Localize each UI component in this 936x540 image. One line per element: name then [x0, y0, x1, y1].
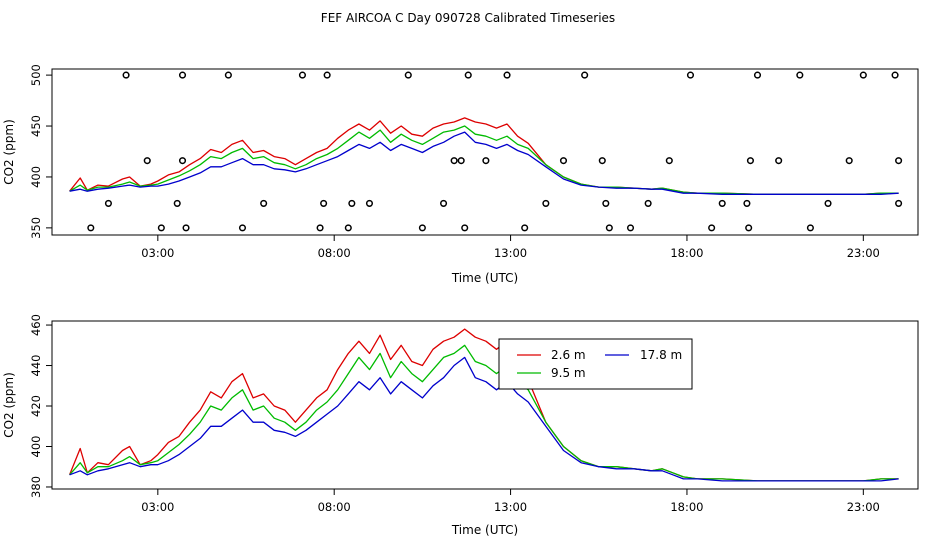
- calibration-point: [598, 157, 606, 165]
- x-tick-label-top: 23:00: [847, 246, 880, 260]
- calibration-point: [461, 224, 469, 232]
- calibration-point: [891, 71, 899, 79]
- calibration-point: [665, 157, 673, 165]
- y-tick-label-bottom: 460: [29, 314, 43, 336]
- series-line-2-6-m-top: [69, 117, 899, 195]
- calibration-point: [450, 157, 458, 165]
- calibration-point: [775, 157, 783, 165]
- calibration-point: [602, 199, 610, 207]
- calibration-point: [178, 71, 187, 79]
- x-tick-label-bottom: 23:00: [847, 500, 880, 514]
- calibration-point: [581, 71, 589, 79]
- x-tick-label-bottom: 13:00: [494, 500, 527, 514]
- calibration-point: [503, 71, 511, 79]
- calibration-point: [644, 199, 652, 207]
- y-tick-label-bottom: 440: [29, 355, 43, 377]
- series-line-9-5-m-top: [69, 125, 899, 195]
- calibration-point: [344, 224, 352, 232]
- legend-label-9-5m: 9.5 m: [551, 366, 586, 380]
- x-axis-label-top: Time (UTC): [451, 271, 518, 285]
- calibration-point: [806, 224, 814, 232]
- legend-box: [498, 338, 693, 390]
- calibration-point: [323, 71, 331, 79]
- plot-frame-bottom: [51, 320, 919, 490]
- calibration-point: [143, 157, 151, 165]
- calibration-point: [122, 71, 130, 79]
- calibration-point: [859, 71, 867, 79]
- calibration-point: [824, 199, 832, 207]
- calibration-point: [440, 199, 448, 207]
- y-tick-label-top: 350: [29, 217, 43, 239]
- calibration-point: [708, 224, 716, 232]
- y-tick-label-top: 500: [29, 64, 43, 86]
- calibration-point: [718, 199, 726, 207]
- x-axis-label-bottom: Time (UTC): [451, 523, 518, 537]
- y-axis-label-bottom: CO2 (ppm): [2, 372, 16, 438]
- calibration-point: [87, 224, 95, 232]
- calibration-point: [895, 157, 903, 165]
- legend: 2.6 m 17.8 m 9.5 m: [498, 338, 693, 390]
- calibration-point: [260, 199, 268, 207]
- calibration-point: [464, 71, 472, 79]
- calibration-point: [559, 157, 568, 165]
- calibration-point: [686, 71, 695, 79]
- panel-bottom: 03:00 08:00 13:00 18:00 23:00 380 400 420 440 460…: [2, 314, 919, 537]
- series-line-2-6-m-bottom: [68, 328, 899, 482]
- y-axis-label-top: CO2 (ppm): [2, 119, 16, 185]
- panel-top: 03:00 08:00 13:00 18:00 23:00 350 400 450 500 Ti…: [2, 64, 919, 285]
- calibration-point: [224, 71, 232, 79]
- calibration-point: [542, 199, 550, 207]
- calibration-point: [746, 157, 754, 165]
- calibration-point: [238, 224, 247, 232]
- calibration-point: [845, 157, 853, 165]
- calibration-point: [157, 224, 165, 232]
- calibration-point: [182, 224, 190, 232]
- legend-label-2-6m: 2.6 m: [551, 348, 586, 362]
- legend-label-17-8m: 17.8 m: [640, 348, 682, 362]
- calibration-point: [320, 199, 328, 207]
- y-tick-label-top: 450: [29, 115, 43, 137]
- calibration-point: [104, 199, 112, 207]
- calibration-point: [365, 199, 374, 207]
- calibration-point: [605, 224, 613, 232]
- calibration-point: [298, 71, 307, 79]
- calibration-point: [743, 199, 751, 207]
- calibration-point: [626, 224, 635, 232]
- calibration-point: [457, 157, 465, 165]
- x-tick-label-top: 03:00: [141, 246, 174, 260]
- x-tick-label-top: 13:00: [494, 246, 527, 260]
- y-tick-label-bottom: 380: [29, 476, 43, 498]
- x-tick-label-top: 08:00: [318, 246, 351, 260]
- calibration-point: [521, 224, 529, 232]
- chart-title: FEF AIRCOA C Day 090728 Calibrated Times…: [321, 11, 615, 25]
- calibration-point: [796, 71, 804, 79]
- calibration-point: [178, 157, 187, 165]
- calibration-point: [404, 71, 412, 79]
- series-line-9-5-m-bottom: [69, 344, 899, 482]
- calibration-point: [753, 71, 762, 79]
- y-tick-label-bottom: 420: [29, 395, 43, 417]
- y-tick-label-bottom: 400: [29, 436, 43, 458]
- x-tick-label-bottom: 03:00: [141, 500, 174, 514]
- x-tick-label-bottom: 08:00: [318, 500, 351, 514]
- calibration-point: [316, 224, 324, 232]
- calibration-point: [745, 224, 753, 232]
- calibration-point: [895, 199, 903, 207]
- series-line-17-8-m-top: [69, 131, 899, 195]
- x-tick-label-bottom: 18:00: [670, 500, 703, 514]
- series-line-17-8-m-bottom: [69, 356, 899, 482]
- calibration-point: [173, 199, 181, 207]
- y-tick-label-top: 400: [29, 166, 43, 188]
- calibration-point: [418, 224, 426, 232]
- plot-frame-top: [51, 68, 919, 236]
- calibration-point: [482, 157, 490, 165]
- calibration-point: [348, 199, 356, 207]
- x-tick-label-top: 18:00: [670, 246, 703, 260]
